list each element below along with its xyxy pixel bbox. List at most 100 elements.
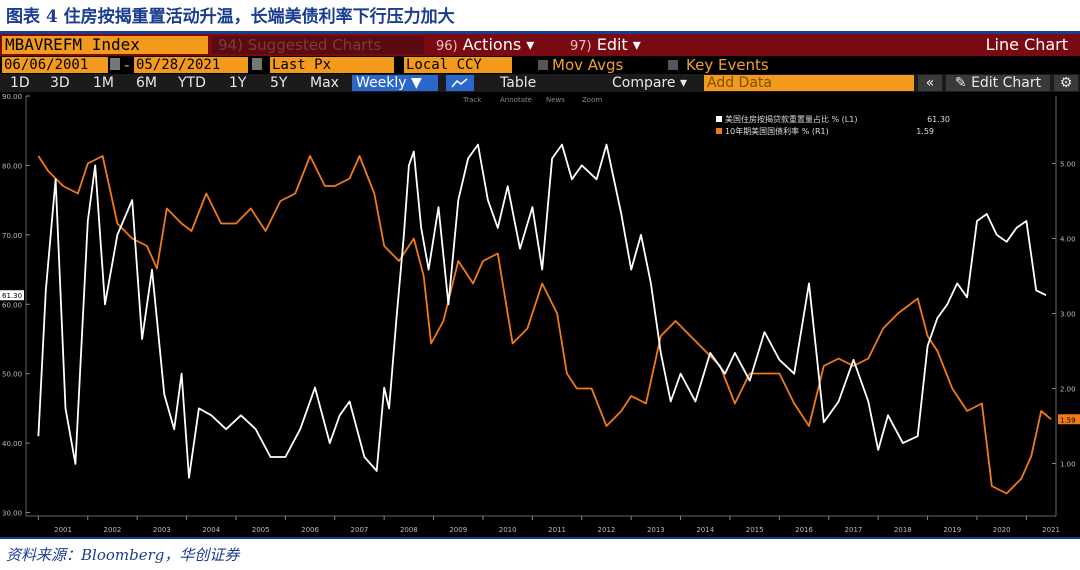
tool-track: Track	[462, 96, 482, 104]
range-max[interactable]: Max	[310, 75, 339, 91]
legend-label-treasury: 10年期美国国债利率 % (R1)	[725, 126, 829, 136]
right-tick-label: 5.00	[1060, 161, 1076, 169]
add-data-input[interactable]: Add Data	[704, 75, 914, 91]
chart-series	[37, 143, 1052, 495]
tool-annotate: Annotate	[500, 96, 532, 104]
compare-menu[interactable]: Compare ▾	[612, 75, 687, 91]
x-tick-label: 2018	[894, 526, 912, 534]
right-tick-label: 3.00	[1060, 311, 1076, 319]
footer-rule	[0, 537, 1080, 539]
settings-gear-icon[interactable]: ⚙	[1054, 75, 1078, 91]
tool-zoom: Zoom	[582, 96, 602, 104]
edit-chart-button[interactable]: ✎ Edit Chart	[946, 75, 1050, 91]
collapse-icon[interactable]: «	[918, 75, 942, 91]
right-tick-label: 1.00	[1060, 461, 1076, 469]
x-tick-label: 2010	[499, 526, 517, 534]
x-tick-label: 2003	[153, 526, 171, 534]
actions-number: 96)	[436, 39, 458, 54]
table-button[interactable]: Table	[500, 75, 537, 91]
options-bar: 06/06/2001 - 05/28/2021 Last Px Local CC…	[0, 56, 1080, 74]
actions-menu[interactable]: 96) Actions ▾	[432, 35, 562, 55]
legend-value-treasury: 1.59	[916, 127, 934, 136]
range-5y[interactable]: 5Y	[270, 75, 288, 91]
right-tick-label: 4.00	[1060, 236, 1076, 244]
start-date-field[interactable]: 06/06/2001	[2, 57, 108, 73]
left-tick-label: 60.00	[2, 301, 22, 309]
x-tick-label: 2011	[548, 526, 566, 534]
edit-chart-label: Edit Chart	[971, 75, 1042, 91]
legend-label-refi: 美国住房按揭贷款重置量占比 % (L1)	[725, 114, 857, 124]
left-tick-label: 70.00	[2, 232, 22, 240]
x-tick-label: 2005	[252, 526, 270, 534]
right-tick-label: 2.00	[1060, 386, 1076, 394]
right-last-value: 1.59	[1060, 416, 1076, 424]
left-tick-label: 90.00	[2, 93, 22, 101]
mov-avgs-checkbox[interactable]	[538, 60, 548, 70]
key-events-label: Key Events	[686, 56, 769, 74]
series-refi-share-line	[37, 143, 1047, 479]
legend-swatch-refi	[716, 116, 722, 122]
key-events-checkbox[interactable]	[668, 60, 678, 70]
right-last-value-tag	[1058, 414, 1080, 425]
x-tick-label: 2009	[449, 526, 467, 534]
edit-menu[interactable]: 97) Edit ▾	[566, 35, 662, 55]
range-bar: 1D 3D 1M 6M YTD 1Y 5Y Max Weekly ▼ Table…	[0, 74, 1080, 92]
x-tick-label: 2004	[202, 526, 220, 534]
calendar-icon[interactable]	[252, 58, 262, 70]
x-tick-label: 2017	[845, 526, 863, 534]
calendar-icon[interactable]	[110, 58, 120, 70]
x-tick-label: 2021	[1042, 526, 1060, 534]
figure-caption: 图表 4 住房按揭重置活动升温，长端美债利率下行压力加大	[6, 7, 455, 27]
x-tick-label: 2002	[104, 526, 122, 534]
range-6m[interactable]: 6M	[136, 75, 157, 91]
currency-select[interactable]: Local CCY	[404, 57, 512, 73]
frequency-select[interactable]: Weekly ▼	[352, 75, 438, 91]
x-tick-label: 2020	[993, 526, 1011, 534]
edit-label: Edit ▾	[596, 35, 641, 54]
pencil-icon: ✎	[954, 75, 972, 91]
range-1m[interactable]: 1M	[93, 75, 114, 91]
line-chart-glyph	[451, 78, 468, 88]
legend-swatch-treasury	[716, 128, 722, 134]
caption-rule	[0, 31, 1080, 34]
series-treasury-10y-line	[37, 155, 1052, 495]
suggested-charts-button[interactable]: 94) Suggested Charts	[212, 36, 424, 54]
edit-number: 97)	[570, 39, 592, 54]
left-tick-label: 30.00	[2, 510, 22, 518]
chart-legend: 美国住房按揭贷款重置量占比 % (L1) 61.30 10年期美国国债利率 % (R…	[716, 114, 950, 136]
chart-axes: 90.00 80.00 70.00 60.00 50.00 40.00 30.00 5.00 4…	[0, 93, 1080, 534]
line-chart-icon[interactable]	[446, 75, 474, 91]
end-date-field[interactable]: 05/28/2021	[134, 57, 248, 73]
command-bar: MBAVREFM Index 94) Suggested Charts 96) …	[0, 34, 1080, 56]
x-tick-label: 2014	[696, 526, 714, 534]
legend-value-refi: 61.30	[927, 115, 950, 124]
left-last-value-tag	[0, 290, 24, 301]
x-tick-label: 2013	[647, 526, 665, 534]
actions-label: Actions ▾	[462, 35, 535, 54]
x-tick-label: 2008	[400, 526, 418, 534]
x-tick-label: 2016	[795, 526, 813, 534]
chart-type-label: Line Chart	[985, 35, 1068, 54]
source-note: 资料来源：Bloomberg，华创证券	[6, 546, 240, 564]
range-3d[interactable]: 3D	[50, 75, 70, 91]
tool-news: News	[546, 96, 565, 104]
x-tick-label: 2006	[301, 526, 319, 534]
x-tick-label: 2019	[943, 526, 961, 534]
x-tick-label: 2007	[351, 526, 369, 534]
range-1y[interactable]: 1Y	[229, 75, 247, 91]
left-tick-label: 80.00	[2, 162, 22, 170]
left-tick-label: 50.00	[2, 371, 22, 379]
mov-avgs-label: Mov Avgs	[552, 56, 624, 74]
price-field-select[interactable]: Last Px	[270, 57, 394, 73]
left-tick-label: 40.00	[2, 440, 22, 448]
x-tick-label: 2015	[746, 526, 764, 534]
security-field[interactable]: MBAVREFM Index	[2, 36, 208, 54]
line-chart: Track Annotate News Zoom 90.00 80.00 70.00 60.…	[0, 93, 1080, 534]
bloomberg-terminal: MBAVREFM Index 94) Suggested Charts 96) …	[0, 34, 1080, 537]
range-1d[interactable]: 1D	[10, 75, 30, 91]
annotation-tools: Track Annotate News Zoom	[462, 96, 602, 104]
left-last-value: 61.30	[2, 292, 22, 300]
range-ytd[interactable]: YTD	[178, 75, 206, 91]
x-tick-label: 2001	[54, 526, 72, 534]
date-separator: -	[124, 56, 130, 74]
